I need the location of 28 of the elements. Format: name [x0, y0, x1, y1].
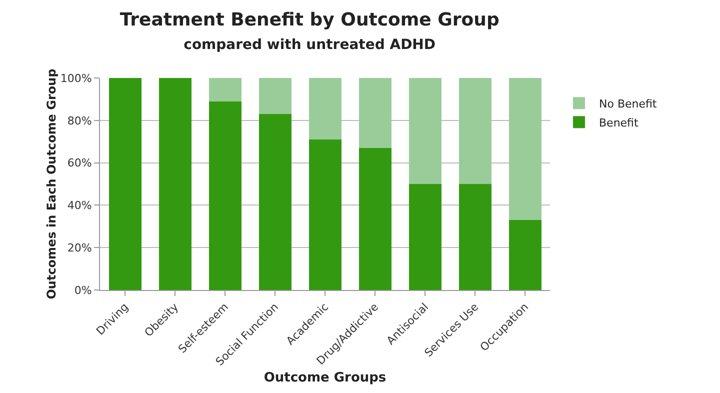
- bar: [408, 184, 442, 290]
- bar: [358, 148, 392, 290]
- bar: [158, 78, 192, 290]
- bar: [458, 78, 492, 184]
- y-tick-label: 60%: [67, 156, 92, 170]
- legend-label: Benefit: [599, 116, 639, 130]
- y-tick-label: 80%: [67, 114, 92, 128]
- chart-title: Treatment Benefit by Outcome Group: [120, 10, 500, 31]
- bar: [308, 139, 342, 290]
- bar: [208, 78, 242, 102]
- bar: [258, 78, 292, 114]
- bar: [408, 78, 442, 184]
- y-tick-label: 40%: [67, 199, 92, 212]
- bar: [358, 78, 392, 148]
- bar: [308, 78, 342, 140]
- bar: [508, 220, 542, 290]
- legend-label: No Benefit: [599, 97, 658, 110]
- bar: [108, 78, 142, 290]
- bar: [208, 101, 242, 290]
- y-tick-label: 0%: [74, 284, 92, 297]
- x-axis-title: Outcome Groups: [264, 370, 386, 386]
- bar: [258, 114, 292, 290]
- bar: [458, 184, 492, 290]
- y-axis-title: Outcomes in Each Outcome Group: [44, 68, 58, 300]
- y-tick-label: 100%: [60, 72, 92, 85]
- y-tick-label: 20%: [67, 241, 92, 254]
- chart-subtitle: compared with untreated ADHD: [184, 36, 436, 53]
- bar: [508, 78, 542, 220]
